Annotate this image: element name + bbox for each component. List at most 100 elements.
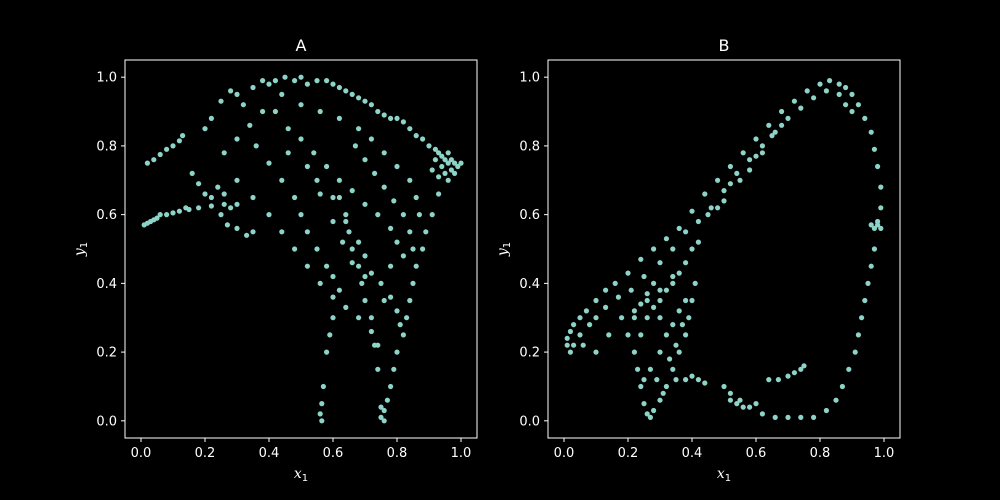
data-point [727,163,734,170]
data-point [253,143,259,149]
data-point [843,84,849,91]
data-point [766,122,772,128]
data-point [580,342,586,348]
data-point [683,332,689,338]
data-point [452,170,458,176]
data-point [400,253,406,259]
data-point [317,411,323,417]
data-point [218,212,224,218]
data-point [663,287,670,293]
data-point [343,218,349,225]
data-point [362,253,368,259]
data-point [362,273,368,280]
data-point [356,263,362,269]
data-point [324,163,330,170]
data-point [817,81,823,87]
data-point [785,115,791,121]
data-point [378,404,384,410]
data-point [349,246,355,252]
data-point [670,322,676,328]
data-point [868,263,874,269]
data-point [628,287,634,293]
data-point [670,280,676,286]
y-tick-label: 0.4 [96,277,117,292]
chart-title: B [719,36,730,55]
x-tick-label: 0.8 [387,446,408,461]
data-point [657,287,663,293]
data-point [170,210,176,216]
y-axis: 0.0 0.2 0.4 0.6 0.8 1.0 [519,71,548,429]
data-point [400,332,406,338]
data-point [336,177,342,183]
data-point [442,157,448,163]
data-point [410,246,416,252]
data-point [855,332,862,338]
data-point [420,136,426,142]
data-point [753,136,759,142]
data-point [356,315,362,321]
data-point [340,239,346,245]
data-point [657,260,663,266]
data-point [388,225,394,231]
data-point [343,88,349,94]
data-point [583,308,590,314]
y-tick-label: 0.6 [96,208,117,223]
data-point [875,163,881,170]
data-point [356,239,362,245]
data-point [381,150,387,156]
data-point [250,84,256,91]
x-tick-label: 0.0 [554,446,575,461]
data-point [737,397,743,403]
data-point [330,273,336,280]
data-point [827,78,833,84]
data-point [631,315,638,321]
data-point [775,377,782,383]
data-point [407,126,413,132]
data-point [260,108,266,115]
data-point [651,407,657,414]
data-point [747,167,753,173]
data-point [875,218,881,225]
data-point [644,291,650,297]
data-point [378,414,384,420]
data-point [619,315,625,321]
data-point [647,366,654,372]
data-point [593,315,599,321]
data-point [410,280,416,286]
data-point [836,91,842,97]
data-point [651,246,657,252]
scatter-points [141,74,464,424]
data-point [676,308,682,314]
data-point [683,260,689,266]
data-point [394,349,400,355]
data-point [420,246,426,252]
data-point [791,370,798,376]
data-point [702,380,708,386]
data-point [638,332,644,338]
data-point [400,119,406,125]
data-point [317,108,323,115]
y-tick-label: 0.0 [96,414,117,429]
y-tick-label: 0.4 [519,277,540,292]
data-point [567,349,574,355]
data-point [319,401,325,407]
data-point [689,208,695,214]
data-point [314,246,320,252]
data-point [657,315,663,321]
data-point [304,163,310,170]
data-point [670,246,676,252]
data-point [772,129,778,135]
data-point [298,136,304,142]
data-point [785,414,791,420]
data-point [244,232,250,238]
data-point [304,263,310,269]
data-point [314,177,320,183]
data-point [849,108,855,115]
data-point [247,122,253,128]
data-point [721,383,727,390]
data-point [157,212,163,218]
data-point [737,177,743,183]
data-point [368,315,374,321]
data-point [740,150,746,156]
chart-panel-b: B 0.0 0.2 0.4 0.6 0.8 1.0 0.00.20.40.60.81.0 … [495,36,901,484]
